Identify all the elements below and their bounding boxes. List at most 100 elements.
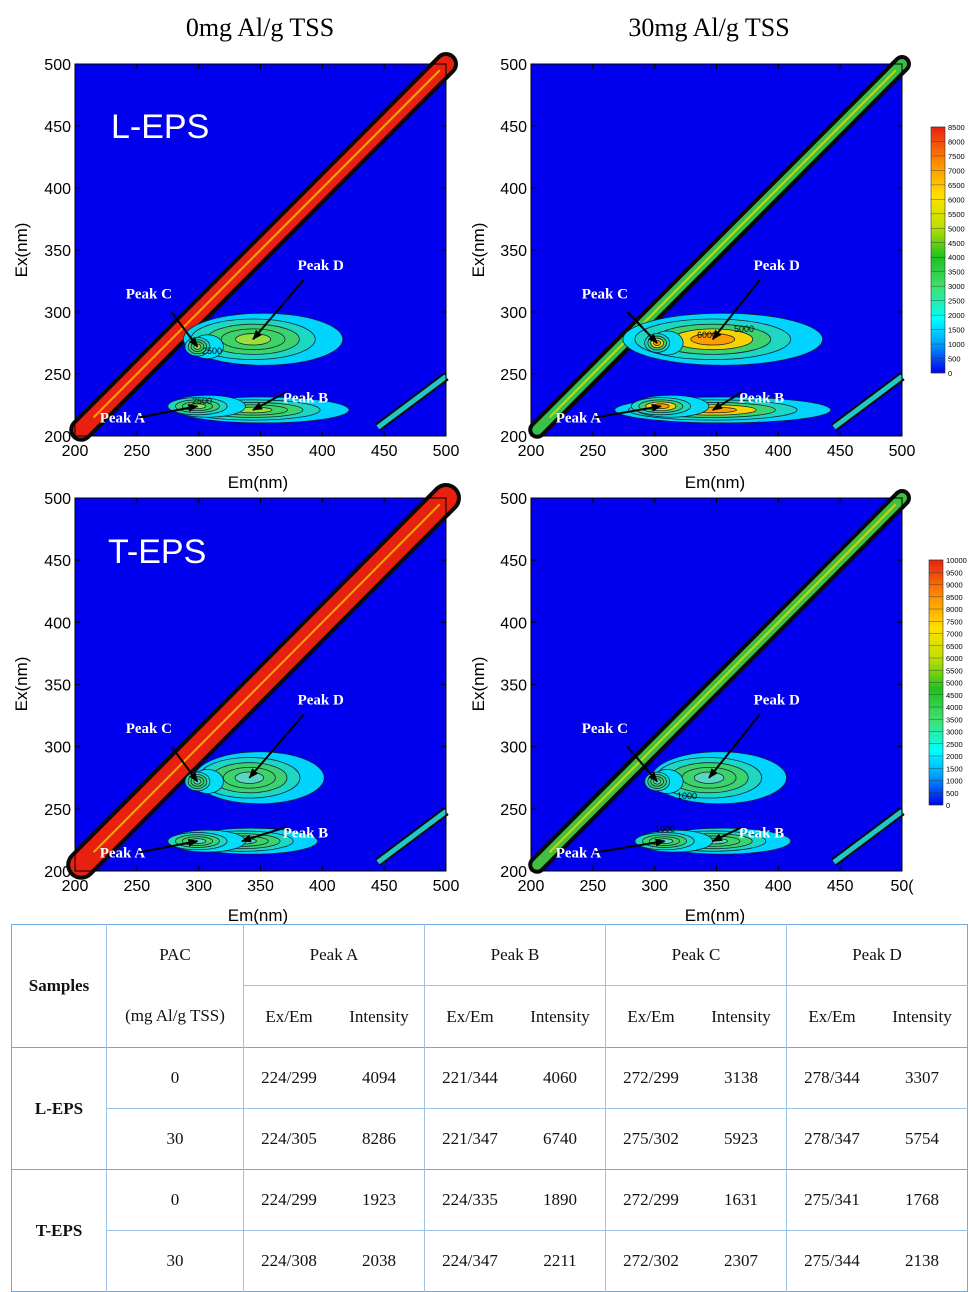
x-tick-label: 250	[579, 878, 606, 895]
y-tick-label: 500	[44, 491, 71, 508]
header-samples: Samples	[28, 976, 90, 995]
colorbar-tick-label: 3500	[948, 268, 965, 277]
scatter-ridge-core	[92, 69, 441, 419]
colorbar-tick-label: 4500	[946, 691, 963, 700]
colorbar-tick-label: 8500	[946, 593, 963, 602]
table-cell: 3138	[696, 1047, 787, 1109]
table-cell: 5923	[696, 1108, 787, 1170]
subheader-exem-a: Ex/Em	[243, 985, 334, 1048]
y-tick-label: 250	[44, 802, 71, 819]
header-peak-d: Peak D	[786, 924, 968, 986]
annotation-arrow-peak-d	[712, 279, 761, 341]
x-tick-label: 400	[765, 443, 792, 460]
subheader-exem-b: Ex/Em	[424, 985, 515, 1048]
y-tick-label: 200	[500, 429, 527, 446]
annotation-arrow-peak-b	[252, 391, 286, 411]
table-cell: 272/299	[605, 1169, 696, 1231]
annotation-peak-c: Peak C	[582, 286, 628, 302]
y-tick-label: 400	[500, 181, 527, 198]
colorbar-tick-label: 5500	[946, 666, 963, 675]
x-tick-label: 450	[827, 878, 854, 895]
colorbar-tick-label: 2500	[948, 297, 965, 306]
colorbar-tick-label: 5000	[948, 224, 965, 233]
contour-value-label: 1000	[677, 791, 697, 801]
colorbar-tick-label: 4500	[948, 239, 965, 248]
annotation-arrow-peak-b	[240, 826, 286, 843]
annotation-peak-b: Peak B	[283, 391, 328, 407]
annotation-arrow-peak-a	[595, 403, 662, 419]
annotation-peak-b: Peak B	[739, 825, 784, 841]
y-tick-label: 350	[44, 678, 71, 695]
peak-summary-table: Samples PAC Peak A Peak B Peak C Peak D …	[11, 924, 968, 1292]
colorbar-tick-label: 2000	[948, 311, 965, 320]
colorbar-tick-label: 1500	[946, 764, 963, 773]
annotation-arrow-peak-b	[711, 826, 742, 843]
pac-value: 30	[106, 1230, 244, 1292]
table-cell: 1890	[515, 1169, 606, 1231]
y-tick-label: 450	[500, 553, 527, 570]
x-tick-label: 250	[123, 443, 150, 460]
header-pac: PAC	[106, 924, 244, 986]
x-tick-label: 400	[765, 878, 792, 895]
annotation-arrow-peak-c	[170, 311, 199, 348]
annotation-peak-a: Peak A	[556, 845, 602, 861]
x-tick-label: 350	[703, 878, 730, 895]
colorbar-tick-label: 3000	[946, 728, 963, 737]
table-cell: 1768	[877, 1169, 968, 1231]
y-tick-label: 450	[500, 119, 527, 136]
table-cell: 1923	[334, 1169, 425, 1231]
annotation-arrow-peak-d	[708, 713, 761, 779]
colorbar-tick-label: 0	[946, 801, 950, 810]
y-tick-label: 250	[500, 802, 527, 819]
table-cell: 224/299	[243, 1047, 334, 1109]
colorbar-tick-label: 6500	[946, 642, 963, 651]
y-tick-label: 200	[500, 864, 527, 881]
second-order-scatter	[376, 809, 448, 865]
panel-label-l-eps: L-EPS	[111, 108, 209, 146]
x-tick-label: 400	[309, 878, 336, 895]
colorbar-tick-label: 8000	[946, 605, 963, 614]
x-tick-label: 200	[62, 443, 89, 460]
y-tick-label: 500	[500, 491, 527, 508]
annotation-peak-d: Peak D	[754, 258, 800, 274]
colorbar-tick-label: 7000	[948, 166, 965, 175]
eem-figure: 0mg Al/g TSS 30mg Al/g TSS 2002002502503…	[12, 13, 967, 924]
x-tick-label: 200	[518, 443, 545, 460]
colorbar-bottom: 1000095009000850080007500700065006000550…	[928, 556, 967, 810]
scatter-ridge-core	[548, 503, 897, 854]
sample-t-eps: T-EPS	[11, 1169, 107, 1292]
x-tick-label: 300	[641, 443, 668, 460]
table-cell: 2138	[877, 1230, 968, 1292]
colorbar-tick-label: 4000	[946, 703, 963, 712]
colorbar-tick-label: 2500	[946, 740, 963, 749]
subheader-intensity-c: Intensity	[696, 985, 787, 1048]
annotation-peak-a: Peak A	[556, 410, 602, 426]
colorbar-tick-label: 1000	[946, 777, 963, 786]
table-cell: 3307	[877, 1047, 968, 1109]
table-cell: 224/308	[243, 1230, 334, 1292]
colorbar-tick-label: 6000	[946, 654, 963, 663]
x-axis-label-tl: Em(nm)	[228, 473, 288, 492]
pac-value: 0	[106, 1047, 244, 1109]
colorbar-swatch	[930, 126, 946, 374]
subheader-intensity-b: Intensity	[515, 985, 606, 1048]
subheader-intensity-d: Intensity	[877, 985, 968, 1048]
annotation-peak-a: Peak A	[100, 845, 146, 861]
annotation-peak-b: Peak B	[283, 825, 328, 841]
y-tick-label: 250	[44, 367, 71, 384]
y-tick-label: 400	[500, 615, 527, 632]
panel-label-t-eps: T-EPS	[108, 533, 206, 571]
x-tick-label: 300	[641, 878, 668, 895]
table-cell: 272/299	[605, 1047, 696, 1109]
annotation-peak-d: Peak D	[298, 692, 344, 708]
colorbar-tick-label: 3500	[946, 715, 963, 724]
colorbar-tick-label: 7500	[946, 617, 963, 626]
colorbar-tick-label: 3000	[948, 282, 965, 291]
y-axis-label-tl: Ex(nm)	[12, 223, 31, 278]
y-tick-label: 450	[44, 119, 71, 136]
x-axis-label-br: Em(nm)	[685, 906, 745, 924]
table-cell: 272/302	[605, 1230, 696, 1292]
colorbar-tick-label: 8000	[948, 137, 965, 146]
